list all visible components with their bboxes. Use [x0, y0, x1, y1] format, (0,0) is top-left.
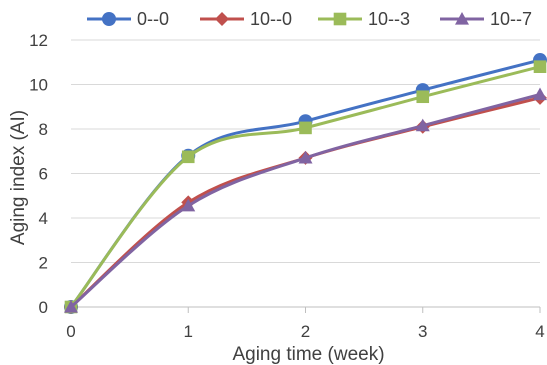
y-tick-label: 2	[39, 254, 48, 273]
legend-label: 0--0	[137, 9, 169, 29]
series-10--7	[64, 87, 547, 313]
data-point	[416, 90, 430, 104]
y-tick-label: 8	[39, 120, 48, 139]
axes	[70, 306, 541, 313]
x-axis-title: Aging time (week)	[232, 344, 384, 365]
legend-marker	[455, 12, 469, 25]
y-tick-label: 10	[29, 76, 48, 95]
y-axis-title: Aging index (AI)	[8, 110, 29, 245]
y-tick-label: 12	[29, 31, 48, 50]
legend-marker	[333, 12, 347, 26]
x-tick-label: 3	[418, 322, 427, 341]
y-tick-label: 4	[39, 209, 48, 228]
series-0--0	[64, 53, 547, 314]
x-tick-label: 4	[535, 322, 544, 341]
legend-entry: 10--3	[318, 9, 410, 29]
legend-entry: 10--7	[440, 9, 532, 29]
data-point	[298, 150, 313, 164]
gridlines	[71, 39, 540, 263]
data-point	[533, 87, 547, 101]
series-line	[69, 65, 541, 308]
legend-label: 10--0	[250, 9, 292, 29]
series-10--3	[64, 60, 547, 314]
legend-entry: 10--0	[200, 9, 292, 29]
y-tick-label: 0	[39, 298, 48, 317]
data-point	[415, 118, 430, 132]
legend-label: 10--7	[490, 9, 532, 29]
data-point	[181, 198, 196, 212]
legend-label: 10--3	[368, 9, 410, 29]
x-tick-label: 1	[184, 322, 193, 341]
series	[64, 53, 547, 314]
series-line	[69, 58, 541, 308]
data-point	[533, 60, 547, 73]
data-point	[181, 150, 195, 164]
legend: 0--0 10--0 10--3 10--7	[87, 9, 532, 29]
data-point	[64, 300, 78, 313]
legend-marker	[215, 12, 229, 26]
x-tick-label: 0	[66, 322, 75, 341]
legend-marker	[102, 12, 116, 26]
legend-entry: 0--0	[87, 9, 169, 29]
data-point	[299, 121, 312, 135]
x-tick-label: 2	[301, 322, 310, 341]
y-tick-label: 6	[39, 165, 48, 184]
